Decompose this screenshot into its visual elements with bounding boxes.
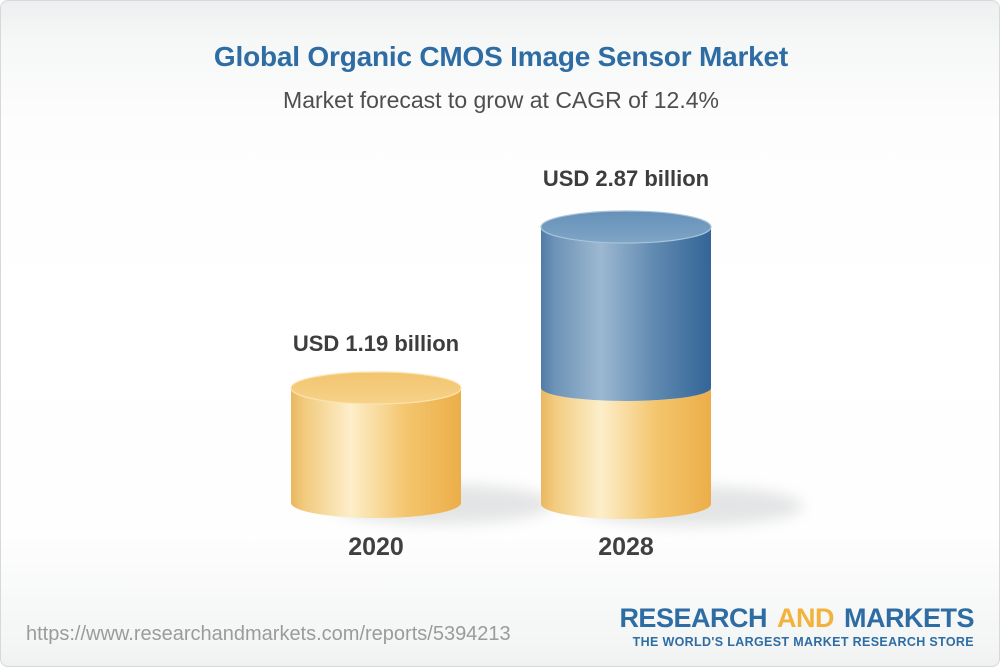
year-label-2020: 2020	[348, 533, 404, 561]
year-label-2028: 2028	[598, 533, 654, 561]
bar-2028-base-segment	[541, 388, 711, 519]
bar-2028-growth-segment	[541, 227, 711, 401]
bar-2020-top	[290, 371, 462, 405]
value-label-2020: USD 1.19 billion	[292, 331, 460, 356]
bar-2020-body	[291, 388, 461, 518]
report-url-link[interactable]: https://www.researchandmarkets.com/repor…	[26, 623, 511, 645]
bar-2028	[540, 210, 712, 519]
bar-2020	[290, 371, 462, 518]
logo-tagline: THE WORLD'S LARGEST MARKET RESEARCH STOR…	[632, 635, 974, 649]
logo-markets: MARKETS	[844, 603, 975, 633]
bar-2028-top	[540, 210, 712, 244]
logo: RESEARCH AND MARKETS THE WORLD'S LARGEST…	[619, 603, 974, 649]
logo-and: AND	[776, 603, 835, 633]
page-title: Global Organic CMOS Image Sensor Market	[213, 41, 789, 72]
logo-research: RESEARCH	[619, 603, 767, 633]
value-label-2028: USD 2.87 billion	[542, 166, 710, 191]
page-subtitle: Market forecast to grow at CAGR of 12.4%	[283, 87, 719, 113]
logo-wordmark: RESEARCH AND MARKETS	[619, 603, 974, 633]
